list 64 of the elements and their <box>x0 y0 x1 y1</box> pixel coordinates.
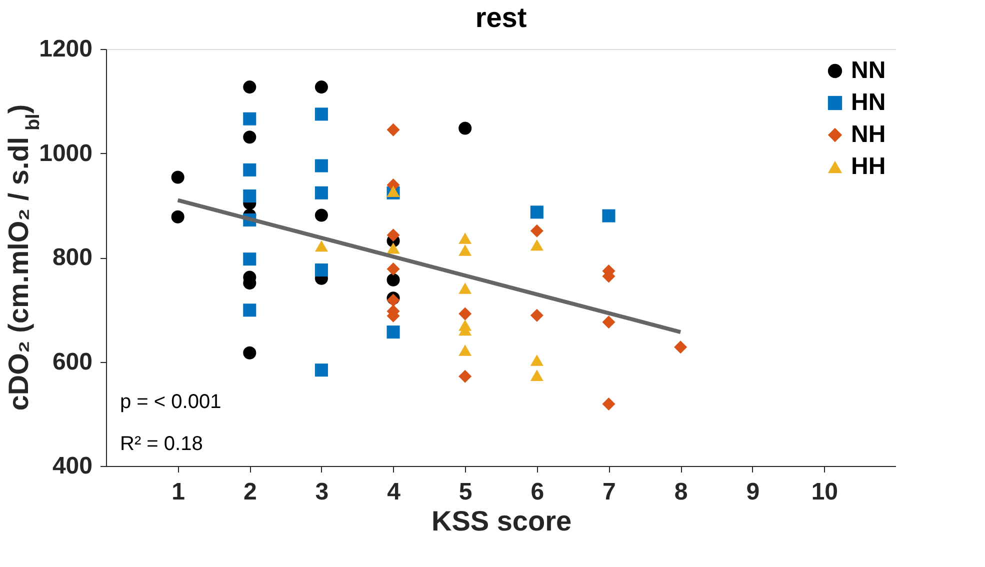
point <box>458 122 472 135</box>
point <box>386 242 400 254</box>
legend-label: NH <box>851 121 886 148</box>
point <box>386 123 400 136</box>
point <box>602 397 616 410</box>
x-tick-label: 6 <box>530 478 544 506</box>
point <box>458 244 472 256</box>
point <box>314 159 328 172</box>
point <box>674 340 688 354</box>
chart-title: rest <box>475 2 527 33</box>
point <box>386 228 400 242</box>
point <box>386 273 400 286</box>
point <box>314 240 328 252</box>
point <box>530 308 544 322</box>
point <box>386 186 400 197</box>
point <box>243 80 256 94</box>
x-tick-label: 7 <box>602 478 616 506</box>
point <box>243 346 256 360</box>
x-axis-title: KSS score <box>431 506 572 536</box>
x-tick-label: 2 <box>243 478 257 506</box>
legend-label: NN <box>851 57 886 84</box>
legend-label: HN <box>851 89 886 116</box>
point <box>602 316 616 329</box>
x-tick-label: 5 <box>458 478 472 506</box>
point <box>314 108 328 121</box>
x-tick-label: 9 <box>746 478 760 506</box>
point <box>314 364 328 377</box>
annotation: R² = 0.18 <box>120 433 203 455</box>
point <box>458 307 472 320</box>
point <box>458 232 472 244</box>
point <box>171 210 184 224</box>
point <box>243 304 256 317</box>
point <box>386 262 400 276</box>
point <box>243 130 256 144</box>
point <box>314 80 328 94</box>
point <box>243 189 256 203</box>
point <box>458 282 472 294</box>
y-tick-label: 1200 <box>39 36 92 62</box>
point <box>458 344 472 356</box>
point <box>314 263 328 277</box>
point <box>243 112 256 126</box>
x-tick-label: 4 <box>387 478 402 506</box>
point <box>314 186 328 200</box>
point <box>386 326 400 339</box>
point <box>602 209 616 222</box>
x-tick-label: 8 <box>674 478 688 506</box>
legend-label: HH <box>851 153 886 180</box>
x-tick-label: 1 <box>172 478 185 506</box>
point <box>243 252 256 266</box>
x-tick-label: 3 <box>315 478 329 506</box>
y-tick-label: 400 <box>52 452 92 480</box>
point <box>530 224 544 238</box>
point <box>243 163 256 176</box>
point <box>314 208 328 222</box>
y-tick-label: 800 <box>52 244 92 271</box>
point <box>530 206 544 219</box>
x-tick-label: 10 <box>811 478 838 506</box>
point <box>530 239 544 251</box>
y-tick-label: 600 <box>52 348 92 376</box>
point <box>530 370 544 381</box>
annotation: p = < 0.001 <box>120 391 222 413</box>
point <box>458 370 472 383</box>
point <box>171 170 184 184</box>
point <box>530 354 544 366</box>
